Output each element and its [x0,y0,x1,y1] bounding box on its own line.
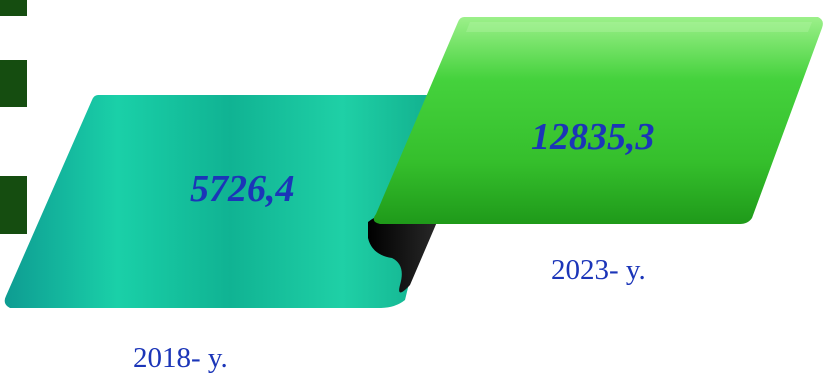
sidebar-block [0,176,27,234]
sidebar-block [0,0,27,16]
year-label-2023: 2023- y. [551,254,646,286]
ribbon-fold [368,211,440,293]
value-2018: 5726,4 [190,168,295,210]
value-2023: 12835,3 [531,116,655,158]
year-label-2018: 2018- y. [133,342,228,374]
ribbon-2018 [4,95,456,308]
ribbon-2023 [373,17,823,224]
sidebar-block [0,60,27,107]
